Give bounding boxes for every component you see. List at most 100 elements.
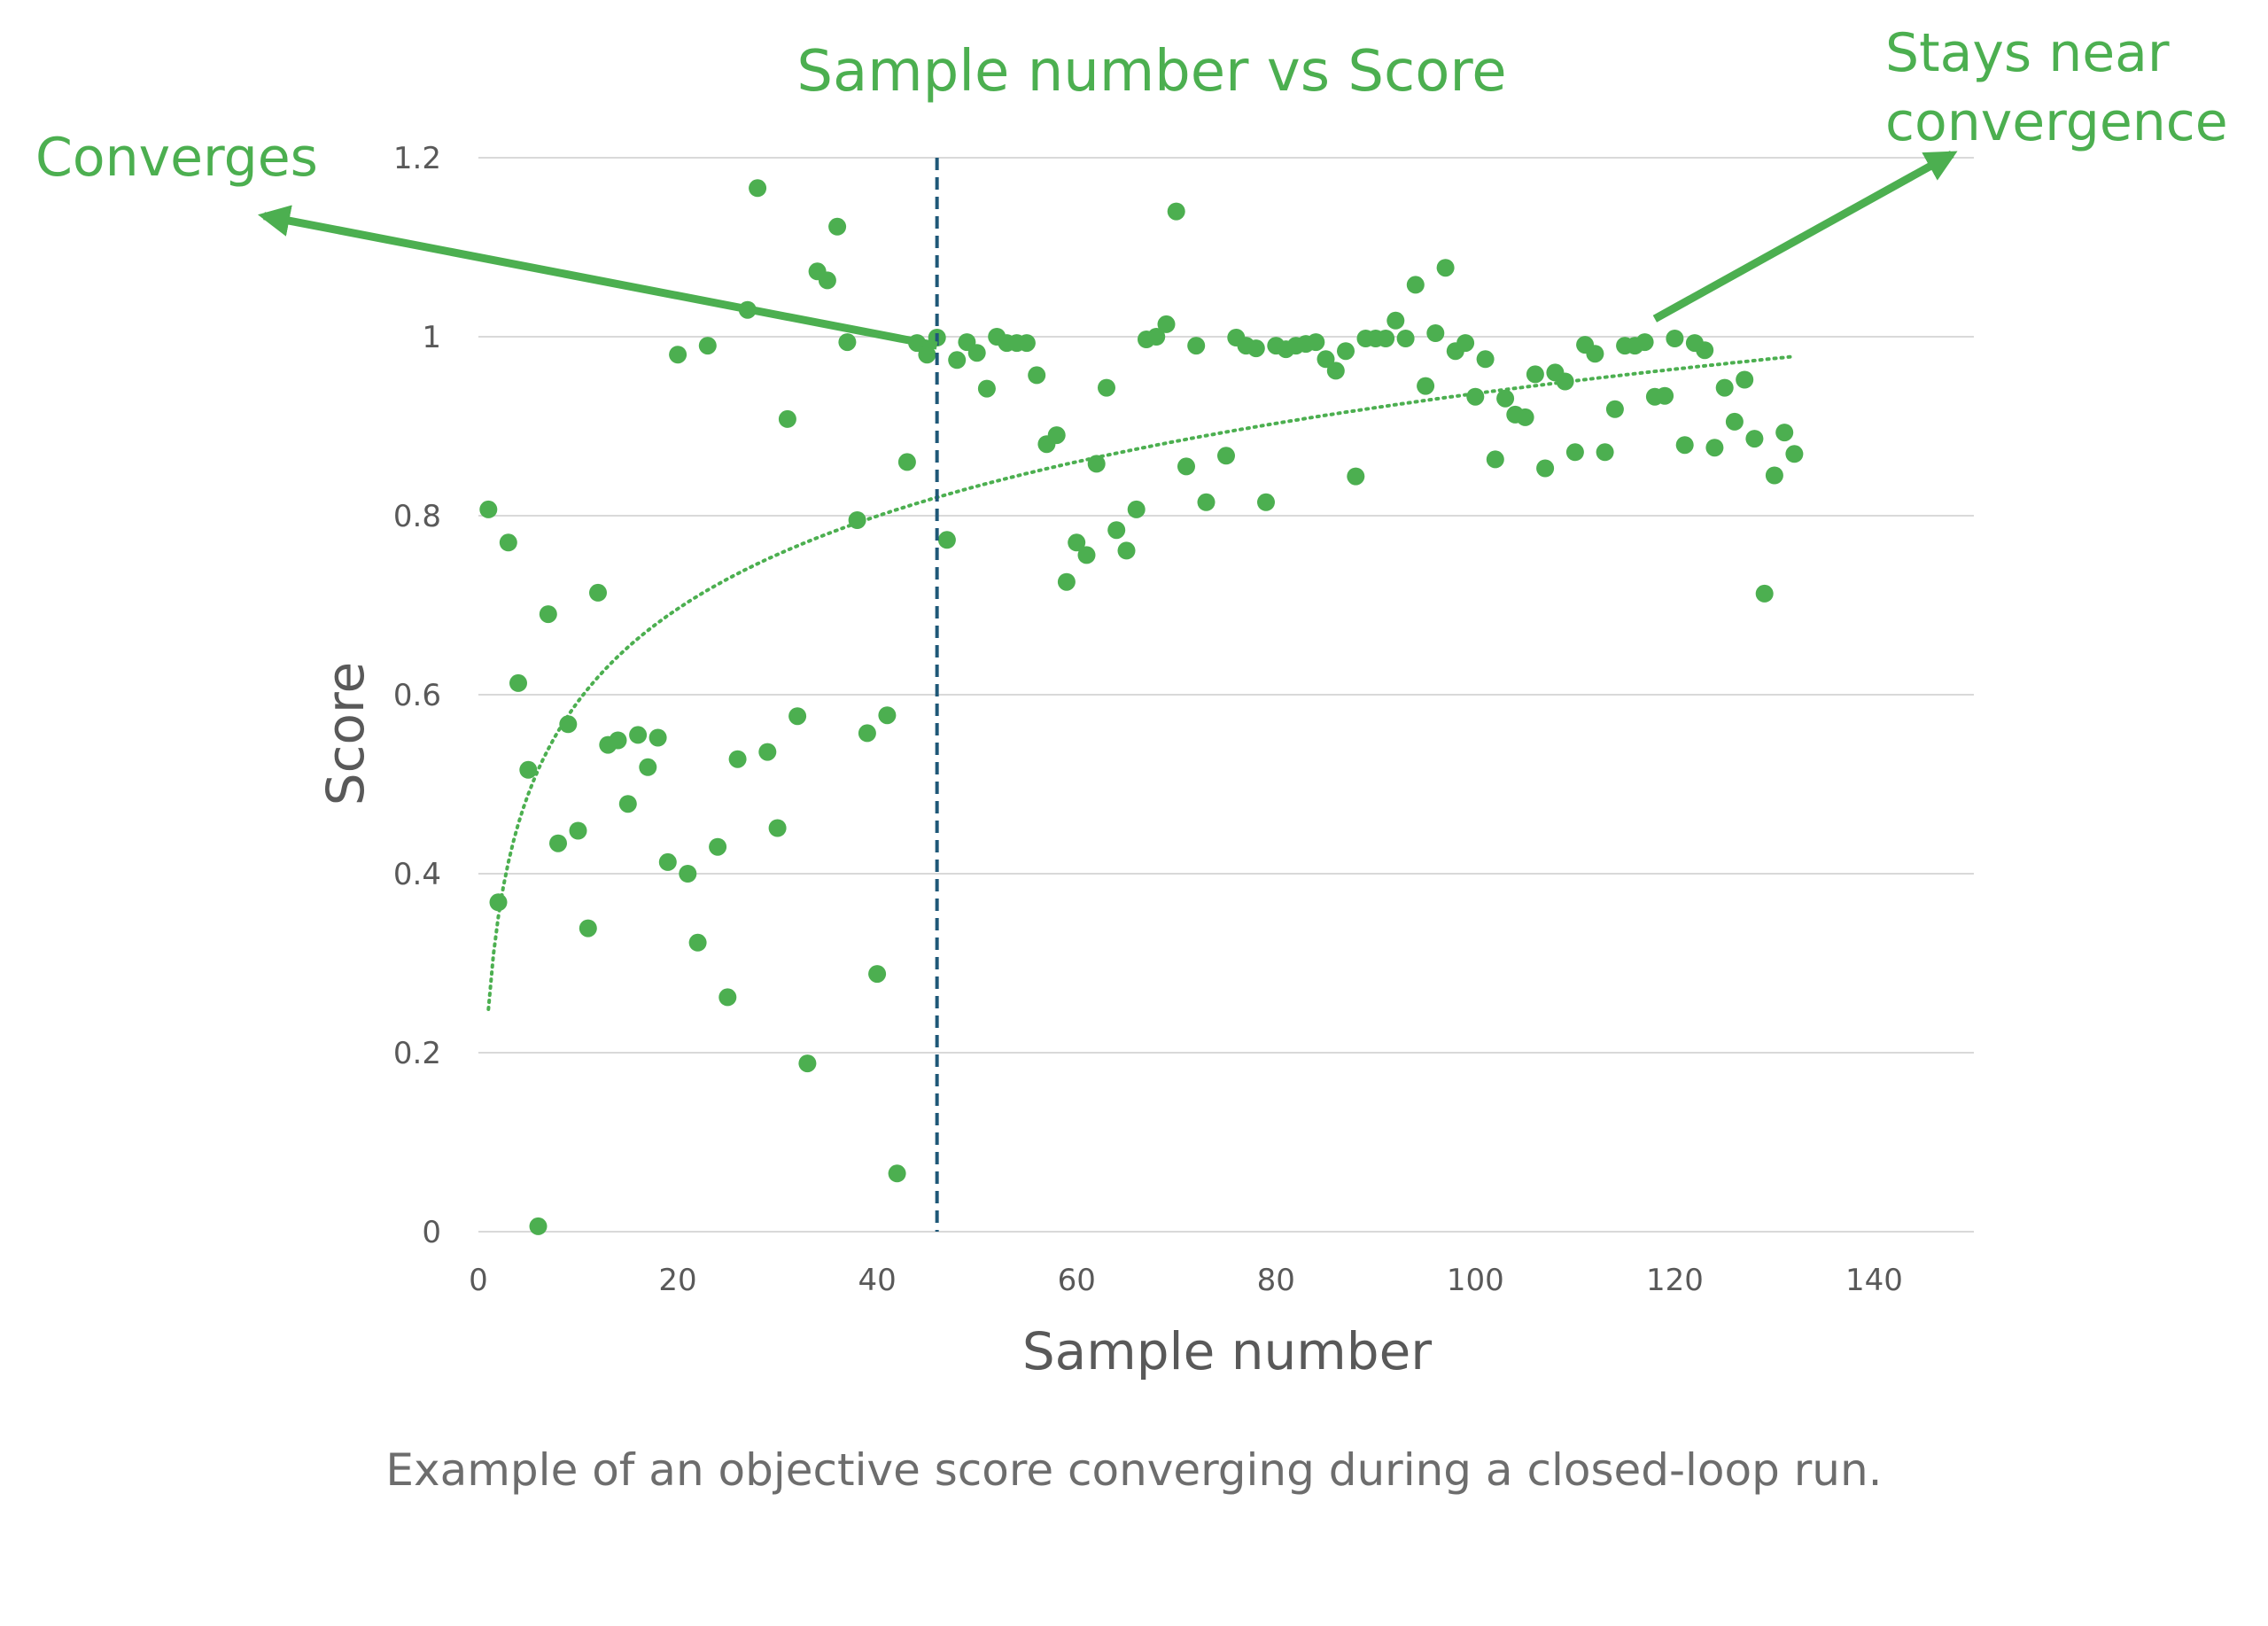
x-axis-ticks: 0 20 40 60 80 100 120 140 xyxy=(469,1263,1903,1298)
data-point xyxy=(1068,533,1086,552)
figure-caption: Example of an objective score converging… xyxy=(385,1444,1883,1496)
data-point xyxy=(1565,443,1584,462)
x-tick-label: 80 xyxy=(1257,1263,1295,1298)
data-point xyxy=(1147,328,1166,346)
data-point xyxy=(1635,333,1654,352)
data-point xyxy=(559,715,578,734)
x-tick-label: 120 xyxy=(1646,1263,1704,1298)
data-point xyxy=(718,988,737,1007)
y-tick-label: 0.8 xyxy=(393,499,441,534)
data-point xyxy=(1257,493,1275,511)
data-point xyxy=(1476,350,1495,369)
data-point xyxy=(1127,500,1146,518)
data-point xyxy=(868,965,887,984)
data-point xyxy=(679,865,697,883)
data-point xyxy=(838,333,857,352)
data-point xyxy=(828,217,847,236)
data-point xyxy=(1247,339,1265,358)
data-point xyxy=(1785,445,1804,463)
data-point xyxy=(977,379,996,398)
data-point xyxy=(479,500,498,518)
y-tick-label: 0.4 xyxy=(393,857,441,892)
data-point xyxy=(688,933,707,952)
y-axis-label: Score xyxy=(315,662,376,805)
data-point xyxy=(937,531,956,549)
data-point xyxy=(728,750,747,768)
y-tick-label: 0 xyxy=(422,1215,441,1250)
data-point xyxy=(788,707,807,726)
data-point xyxy=(818,271,836,290)
data-point xyxy=(1426,324,1445,342)
x-tick-label: 60 xyxy=(1058,1263,1096,1298)
data-point xyxy=(1406,276,1425,294)
data-point xyxy=(768,819,787,837)
chart-title: Sample number vs Score xyxy=(796,39,1506,105)
data-point xyxy=(1347,467,1365,486)
y-tick-label: 1.2 xyxy=(393,141,441,176)
data-point xyxy=(1117,541,1136,560)
data-point xyxy=(1466,387,1485,406)
data-point xyxy=(549,834,567,852)
data-point xyxy=(1556,372,1574,391)
data-point xyxy=(618,795,637,813)
data-point xyxy=(1536,459,1555,478)
data-point xyxy=(1705,439,1724,457)
data-point xyxy=(1725,412,1744,431)
data-point xyxy=(1386,311,1405,330)
data-point xyxy=(569,821,587,840)
converges-arrow xyxy=(257,205,938,350)
stays-near-convergence-arrow xyxy=(1652,151,1958,323)
data-point xyxy=(649,728,667,747)
data-point xyxy=(1436,259,1455,277)
data-point xyxy=(1157,315,1176,333)
x-tick-label: 100 xyxy=(1447,1263,1504,1298)
data-point xyxy=(798,1054,817,1073)
data-point xyxy=(658,852,677,871)
data-point xyxy=(1755,584,1774,603)
data-point xyxy=(1017,334,1036,353)
x-tick-label: 140 xyxy=(1845,1263,1903,1298)
x-tick-label: 0 xyxy=(469,1263,488,1298)
data-point xyxy=(1077,546,1096,564)
data-point xyxy=(1605,400,1624,418)
data-point xyxy=(1057,572,1076,591)
data-point xyxy=(1326,362,1345,380)
data-point xyxy=(1396,330,1415,347)
data-point xyxy=(669,346,687,364)
data-point xyxy=(1596,443,1614,462)
data-point xyxy=(709,837,727,856)
data-point xyxy=(1167,202,1185,221)
data-point xyxy=(509,673,527,692)
data-point xyxy=(1656,386,1674,405)
data-point xyxy=(1087,455,1106,473)
data-point xyxy=(1456,334,1475,353)
data-point xyxy=(629,726,648,744)
data-point xyxy=(1098,378,1115,397)
data-point xyxy=(589,583,607,602)
y-tick-label: 0.2 xyxy=(393,1036,441,1071)
data-point xyxy=(1047,426,1066,445)
data-point xyxy=(1486,450,1504,469)
trendline xyxy=(486,354,1797,1011)
data-point xyxy=(888,1164,906,1183)
data-point xyxy=(519,760,538,779)
data-point xyxy=(848,511,866,529)
data-point xyxy=(539,605,557,624)
data-point xyxy=(698,337,717,355)
x-tick-label: 20 xyxy=(658,1263,696,1298)
y-tick-label: 1 xyxy=(422,320,441,355)
data-point xyxy=(1736,370,1754,389)
data-point xyxy=(579,919,597,937)
data-point xyxy=(1217,447,1235,465)
data-point xyxy=(1337,342,1355,361)
data-point xyxy=(1317,350,1335,369)
x-axis-label: Sample number xyxy=(1022,1321,1432,1381)
data-point xyxy=(1775,424,1794,442)
data-point xyxy=(758,743,777,761)
data-point xyxy=(918,346,936,364)
y-tick-label: 0.6 xyxy=(393,678,441,713)
data-point xyxy=(529,1217,548,1235)
data-point xyxy=(1496,389,1515,408)
data-points xyxy=(479,179,1804,1235)
